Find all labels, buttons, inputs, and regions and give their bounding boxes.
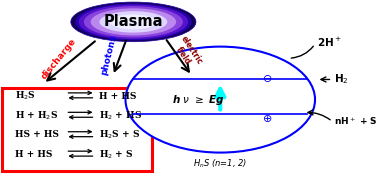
Text: electric
field: electric field (171, 34, 204, 71)
Text: discharge: discharge (40, 37, 78, 81)
Ellipse shape (79, 5, 188, 39)
Text: h $\nu$ $\geq$ Eg: h $\nu$ $\geq$ Eg (172, 93, 225, 107)
Text: Plasma: Plasma (104, 14, 163, 28)
Text: nH$^+$ + S: nH$^+$ + S (334, 116, 377, 127)
Ellipse shape (71, 2, 196, 42)
Text: H$_2$: H$_2$ (334, 73, 349, 86)
Text: H$_2$ + S: H$_2$ + S (99, 148, 133, 161)
Ellipse shape (75, 3, 192, 40)
Ellipse shape (100, 11, 167, 33)
Text: H$_2$S + S: H$_2$S + S (99, 129, 140, 141)
Text: $\ominus$: $\ominus$ (262, 73, 273, 83)
Text: H + HS: H + HS (99, 91, 136, 101)
Text: $\oplus$: $\oplus$ (262, 113, 273, 124)
Text: H$_2$S: H$_2$S (15, 90, 36, 102)
Text: 2H$^+$: 2H$^+$ (317, 36, 342, 49)
Ellipse shape (110, 14, 157, 29)
Text: H + H$_2$S: H + H$_2$S (15, 109, 58, 122)
Text: photons: photons (100, 33, 118, 76)
Circle shape (126, 47, 315, 153)
Text: H$_2$ + HS: H$_2$ + HS (99, 109, 142, 122)
Text: HS + HS: HS + HS (15, 130, 59, 139)
FancyBboxPatch shape (2, 88, 152, 171)
Text: H$_n$S (n=1, 2): H$_n$S (n=1, 2) (193, 158, 247, 170)
Ellipse shape (84, 6, 183, 38)
Ellipse shape (90, 8, 176, 35)
Text: H + HS: H + HS (15, 150, 52, 159)
